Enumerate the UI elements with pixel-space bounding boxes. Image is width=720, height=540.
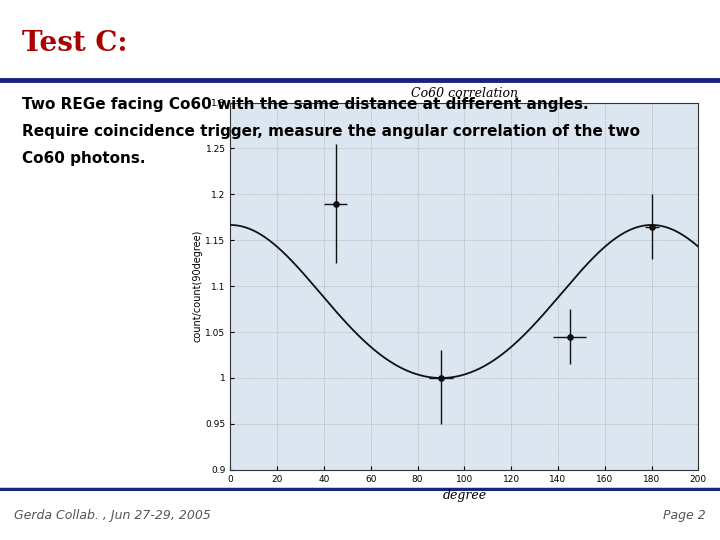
- Text: Gerda Collab. , Jun 27-29, 2005: Gerda Collab. , Jun 27-29, 2005: [14, 509, 211, 522]
- Text: Two REGe facing Co60 with the same distance at different angles.: Two REGe facing Co60 with the same dista…: [22, 97, 588, 112]
- Text: Test C:: Test C:: [22, 30, 127, 57]
- Y-axis label: count/count(90degree): count/count(90degree): [193, 230, 202, 342]
- Text: Co60 photons.: Co60 photons.: [22, 151, 145, 166]
- Text: Require coincidence trigger, measure the angular correlation of the two: Require coincidence trigger, measure the…: [22, 124, 639, 139]
- Text: Page 2: Page 2: [663, 509, 706, 522]
- X-axis label: degree: degree: [442, 489, 487, 502]
- Title: Co60 correlation: Co60 correlation: [411, 87, 518, 100]
